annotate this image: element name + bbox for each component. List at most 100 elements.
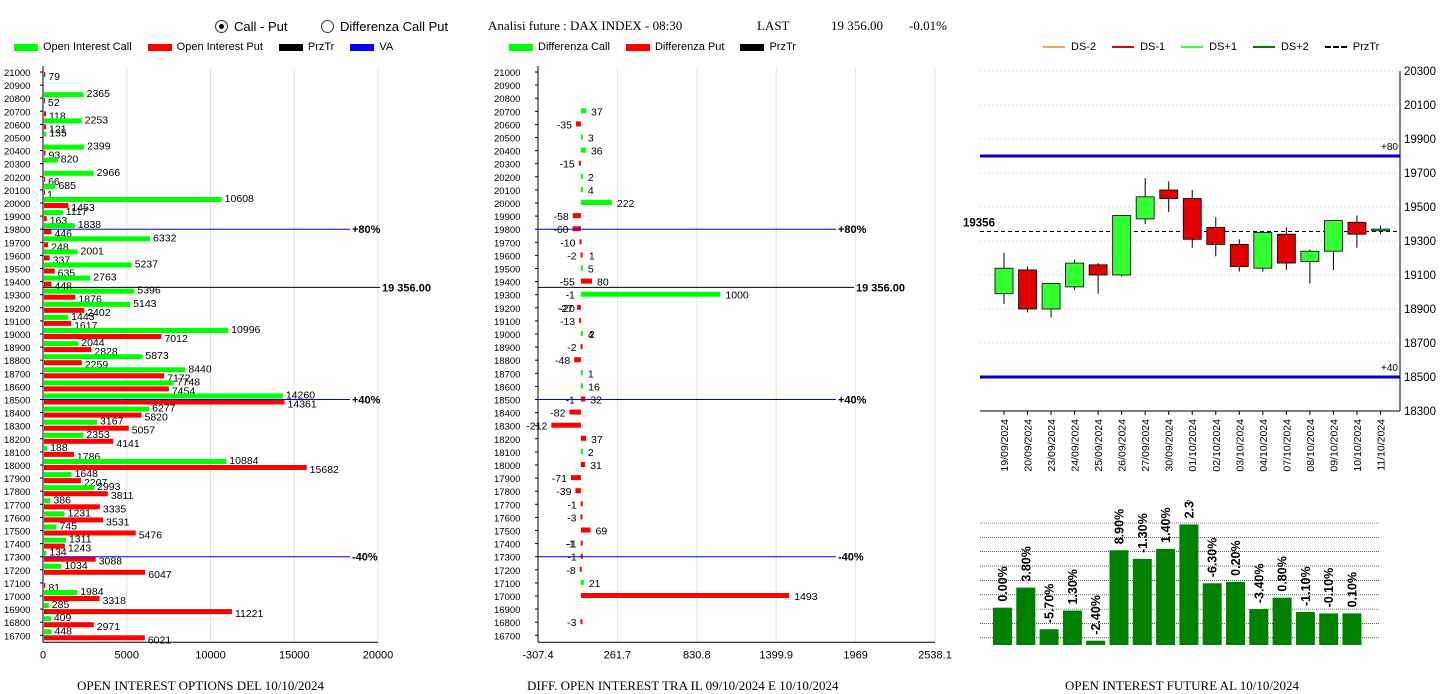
strike-label: 19600 [494,251,520,262]
chart-title-oi: OPEN INTEREST OPTIONS DEL 10/10/2024 [77,678,324,694]
strike-label: 19800 [4,225,30,236]
future-bar-label: 0.00% [996,566,1010,601]
radio-differenza[interactable]: Differenza Call Put [321,19,448,34]
future-bar-label: -6.30% [1206,538,1220,578]
call-bar [44,459,226,464]
candle-body [1371,229,1389,231]
strike-label: 18000 [4,461,30,472]
future-bar-label: 0.80% [1276,556,1290,591]
future-bar-label: 0.20% [1229,540,1243,575]
future-bar-label: 3.80% [1019,546,1033,581]
y-tick-label: 19900 [1404,134,1436,146]
strike-label: 19000 [494,330,520,341]
level-label: +80 [1381,142,1398,153]
diff-call-bar [581,135,583,140]
call-value-label: 10996 [231,324,260,336]
legend-label: VA [379,41,393,53]
legend-label: Differenza Put [655,41,725,53]
candle-body [1277,234,1295,263]
call-bar [44,616,51,621]
put-value-label: 79 [48,71,60,83]
x-tick-label: 07/10/2024 [1281,419,1293,472]
strike-label: 17400 [494,540,520,551]
call-bar [44,590,77,595]
strike-label: 17200 [494,566,520,577]
strike-label: 18500 [4,396,30,407]
last-price-label: 19356 [963,217,995,229]
put-bar [44,216,47,221]
diff-call-bar [581,174,583,179]
strike-label: 20000 [4,199,30,210]
diff-value-label: 21 [589,578,601,590]
future-bar [1016,588,1035,645]
legend-label: Differenza Call [538,41,610,53]
call-bar [44,380,174,385]
radio-unselected-icon[interactable] [321,20,334,33]
diff-value-label: 1 [588,368,594,380]
diff-value-label: -71 [552,473,567,485]
strike-label: 17600 [4,513,30,524]
strike-label: 21000 [4,68,30,79]
put-value-label: 3531 [106,516,130,528]
reference-label: +80% [352,224,381,236]
strike-label: 17300 [494,553,520,564]
put-bar [44,295,75,300]
legend-item: DS+1 [1181,41,1237,53]
legend-label: DS-1 [1140,41,1165,53]
diff-value-label: 31 [590,460,602,472]
diff-call-bar [581,580,584,585]
strike-label: 17800 [494,487,520,498]
diff-put-bar [579,239,581,244]
change-value: -0.01% [909,18,947,34]
diff-put-bar [576,121,581,126]
call-value-label: 820 [61,154,79,166]
strike-label: 18800 [4,356,30,367]
strike-label: 19000 [4,330,30,341]
put-value-label: 5820 [144,412,168,424]
call-value-label: 2001 [81,245,105,257]
candle-body [1254,233,1272,269]
strike-label: 18100 [494,448,520,459]
legend-label: Open Interest Put [177,41,263,53]
strike-label: 20500 [494,134,520,145]
strike-label: 17000 [494,592,520,603]
radio-call-put[interactable]: Call - Put [215,19,287,34]
x-tick-label: 27/09/2024 [1140,419,1152,472]
strike-label: 20100 [494,186,520,197]
open-interest-chart: 0 5000 10000 15000 2000021000 792090020800 236… [0,60,480,665]
call-value-label: 2763 [93,272,117,284]
y-tick-label: 20300 [1404,66,1436,78]
put-value-label: 6021 [148,634,172,646]
strike-label: 17900 [4,474,30,485]
put-bar [44,269,55,274]
put-value-label: 3088 [99,556,123,568]
strike-label: 18300 [4,422,30,433]
strike-label: 17500 [4,527,30,538]
put-bar [44,203,68,208]
diff-value-label: -82 [550,408,565,420]
put-bar [44,242,48,247]
candle-body [1230,244,1248,266]
strike-label: 19300 [494,291,520,302]
call-value-label: 1117 [66,206,88,218]
x-tick-label: 20/09/2024 [1023,419,1035,472]
put-value-label: 3811 [111,490,134,502]
radio-selected-icon[interactable] [215,20,228,33]
future-bar [1249,609,1268,645]
call-bar [44,367,185,372]
strike-label: 18900 [494,343,520,354]
call-bar [44,158,58,163]
put-value-label: 6047 [148,569,172,581]
diff-value-label: -2 [567,250,576,262]
legend-item: PrzTr [1325,41,1379,53]
candle-body [1324,221,1342,252]
legend-line [1181,46,1203,48]
put-bar [44,347,91,352]
future-bar [1319,613,1338,645]
put-value-label: 5057 [132,425,156,437]
candle-body [1207,227,1225,244]
future-bar-label: 8.90% [1113,509,1127,544]
call-value-label: 5237 [135,259,159,271]
put-bar [44,478,81,483]
strike-label: 17300 [4,553,30,564]
